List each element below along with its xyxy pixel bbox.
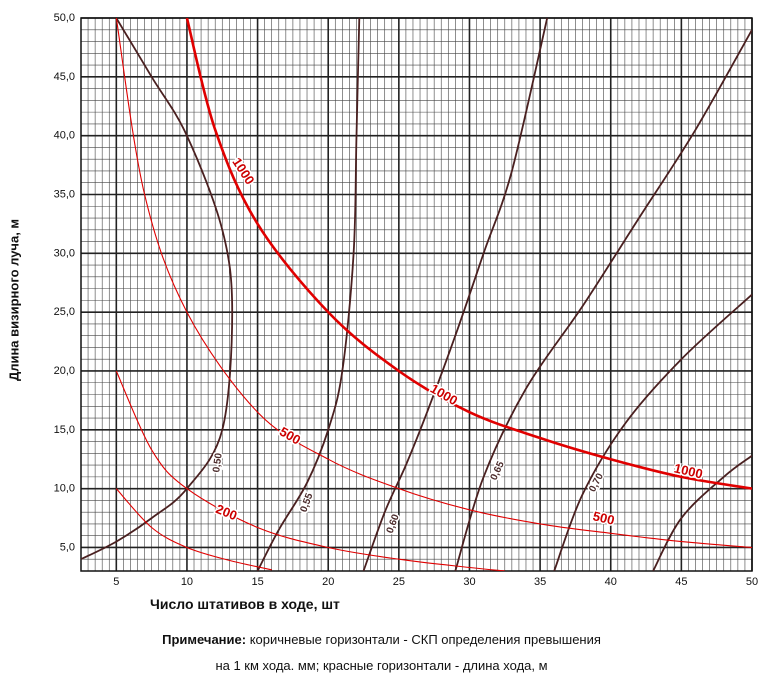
x-tick-label: 50 xyxy=(746,576,758,588)
x-tick-label: 5 xyxy=(113,576,119,588)
y-tick-label: 20,0 xyxy=(54,365,75,377)
series-line-brown-4 xyxy=(553,293,752,571)
x-tick-label: 40 xyxy=(605,576,617,588)
curve-label-text: 500 xyxy=(591,508,616,527)
x-tick-label: 30 xyxy=(463,576,475,588)
x-axis-label: Число штативов в ходе, шт xyxy=(150,596,340,612)
series-line-brown-1 xyxy=(256,18,361,571)
curve-label-text: 0,50 xyxy=(211,452,225,473)
y-tick-label: 30,0 xyxy=(54,247,75,259)
series-line-red-7 xyxy=(115,18,752,549)
y-tick-label: 45,0 xyxy=(54,71,75,83)
x-tick-label: 10 xyxy=(181,576,193,588)
curve-label-9: 500 xyxy=(590,507,618,529)
x-tick-label: 35 xyxy=(534,576,546,588)
x-tick-label: 25 xyxy=(393,576,405,588)
series-line-brown-2 xyxy=(362,18,549,571)
x-tick-label: 45 xyxy=(675,576,687,588)
y-tick-label: 15,0 xyxy=(54,424,75,436)
note-line-2: на 1 км хода. мм; красные горизонтали - … xyxy=(215,658,548,673)
x-tick-label: 15 xyxy=(251,576,263,588)
series-line-brown-3 xyxy=(454,29,752,571)
note-line-1: Примечание: коричневые горизонтали - СКП… xyxy=(0,632,763,647)
note-bold: Примечание: xyxy=(162,632,247,647)
note-text-1: коричневые горизонтали - СКП определения… xyxy=(246,632,601,647)
y-tick-label: 50,0 xyxy=(54,12,75,24)
series-line-brown-0 xyxy=(81,18,234,561)
y-tick-label: 25,0 xyxy=(54,306,75,318)
chart: 0,500,550,600,650,7010001000100050050020… xyxy=(54,12,759,588)
series-line-red-9 xyxy=(115,488,272,571)
plot-area xyxy=(81,18,752,571)
series-line-red-6 xyxy=(185,18,752,490)
y-tick-label: 35,0 xyxy=(54,188,75,200)
y-tick-label: 40,0 xyxy=(54,130,75,142)
series-line-red-8 xyxy=(115,370,505,571)
y-axis-label: Длина визирного луча, м xyxy=(6,218,22,382)
curve-label-0: 0,50 xyxy=(210,450,227,474)
y-tick-label: 10,0 xyxy=(54,483,75,495)
series-line-brown-5 xyxy=(652,454,752,571)
x-tick-label: 20 xyxy=(322,576,334,588)
y-tick-label: 5,0 xyxy=(60,541,75,553)
